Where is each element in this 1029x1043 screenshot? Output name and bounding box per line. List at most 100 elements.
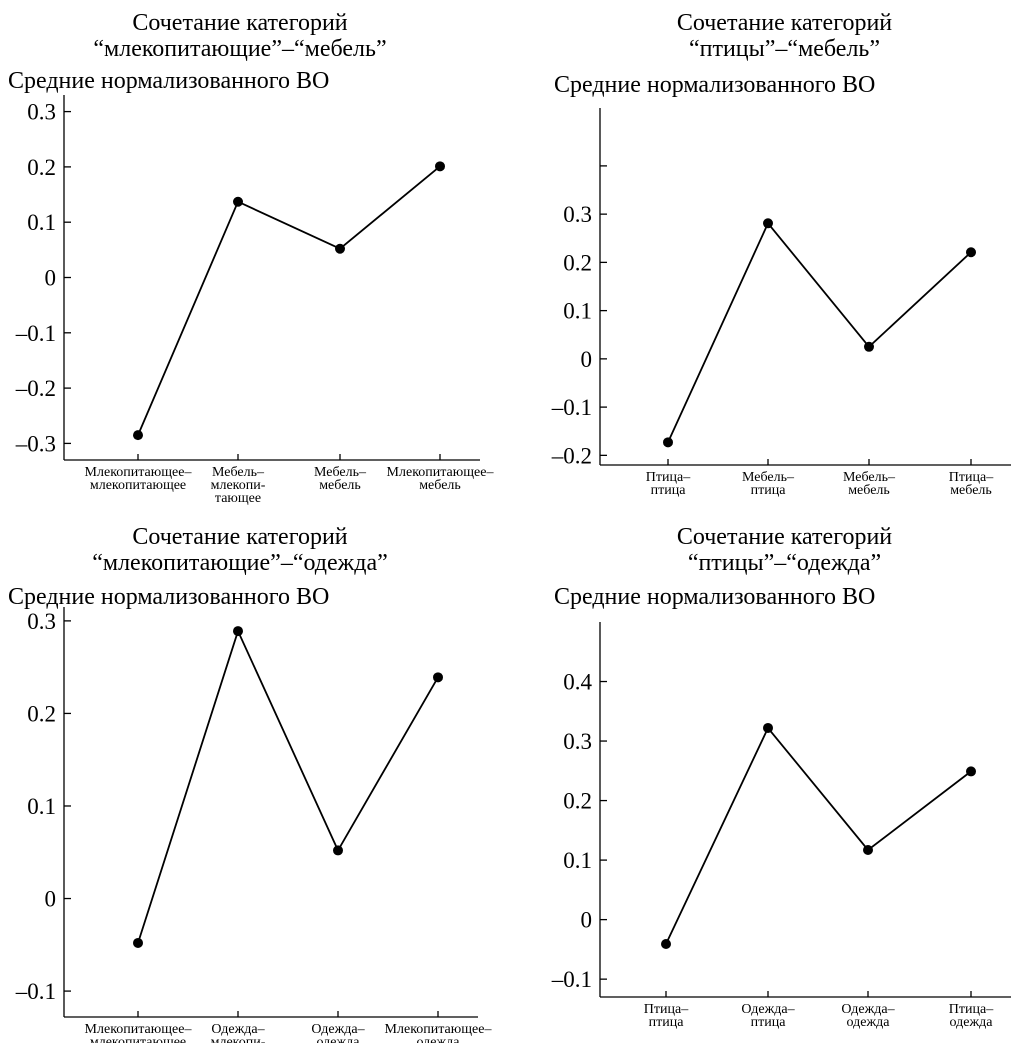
y-tick-label: –0.2 (15, 376, 56, 401)
y-tick-label: 0.2 (563, 789, 592, 814)
y-tick-label: 0.3 (27, 609, 56, 634)
x-tick-label: Млекопитающее– млекопитающее (85, 465, 193, 493)
x-tick-label-line: млекопитающее (90, 478, 186, 493)
x-tick-label: Одежда– одежда (311, 1022, 365, 1043)
y-tick-label: 0.2 (27, 701, 56, 726)
x-tick-label-line: млекопи- (211, 478, 266, 493)
x-tick-label-line: одежда (950, 1015, 994, 1030)
x-tick-label-line: Птица– (949, 1002, 994, 1017)
chart-panel-birds-furniture: Сочетание категорий “птицы”–“мебель” Сре… (540, 0, 1029, 522)
x-tick-label: Мебель– мебель (843, 470, 896, 498)
chart-title-line2: “млекопитающие”–“одежда” (92, 550, 388, 576)
chart-title-line2: “млекопитающие”–“мебель” (93, 36, 387, 62)
data-point (133, 937, 143, 948)
y-tick-label: –0.1 (15, 321, 56, 346)
y-tick-label: –0.1 (15, 979, 56, 1004)
x-tick-label-line: Мебель– (742, 470, 795, 485)
x-tick-label-line: тающее (215, 491, 261, 506)
x-tick-label: Птица– мебель (949, 470, 994, 498)
chart-title-line1: Сочетание категорий (132, 524, 348, 550)
x-tick-label-line: Птица– (646, 470, 691, 485)
data-point (333, 845, 343, 856)
chart-plot: –0.1 0 0.1 0.2 0.3 Млекопитающее– млекопитающе… (15, 607, 492, 1043)
chart-title-line1: Сочетание категорий (132, 10, 348, 36)
chart-panel-birds-clothing: Сочетание категорий “птицы”–“одежда” Сре… (540, 522, 1029, 1043)
y-tick-label: 0.4 (563, 670, 592, 695)
data-point (863, 844, 873, 855)
x-tick-label: Птица– птица (646, 470, 691, 498)
x-tick-label-line: Мебель– (314, 465, 367, 480)
y-tick-label: 0.3 (563, 729, 592, 754)
y-tick-label: 0.2 (563, 250, 592, 275)
x-tick-label-line: Мебель– (843, 470, 896, 485)
series-line (137, 165, 441, 436)
data-point (663, 437, 673, 448)
x-tick-label-line: мебель (319, 478, 361, 493)
x-tick-label-line: птица (651, 483, 687, 498)
x-tick-label: Одежда– одежда (841, 1002, 895, 1030)
y-tick-label: 0.1 (27, 794, 56, 819)
data-point (233, 626, 243, 637)
data-point (966, 247, 976, 258)
x-tick-label-line: мебель (950, 483, 992, 498)
x-tick-label-line: Одежда– (841, 1002, 895, 1017)
x-tick-label: Млекопитающее– млекопитающее (85, 1022, 193, 1043)
x-tick-label-line: Млекопитающее– (85, 1022, 193, 1037)
y-tick-label: 0.1 (563, 848, 592, 873)
data-point (433, 672, 443, 683)
series-line (667, 221, 972, 443)
x-tick-label-line: Одежда– (211, 1022, 265, 1037)
x-tick-label: Млекопитающее– мебель (387, 465, 495, 493)
data-point (763, 218, 773, 229)
y-axis-label: Средние нормализованного ВО (8, 68, 330, 94)
x-tick-label-line: Млекопитающее– (85, 465, 193, 480)
x-tick-label-line: птица (751, 483, 787, 498)
x-tick-label-line: Одежда– (741, 1002, 795, 1017)
chart-title-line1: Сочетание категорий (676, 10, 893, 36)
x-tick-label: Одежда– птица (741, 1002, 795, 1030)
chart-title-line2: “птицы”–“мебель” (688, 36, 881, 62)
x-tick-label: Одежда–млекопи-тающее (211, 1022, 266, 1043)
x-tick-label: Мебель– мебель (314, 465, 367, 493)
x-tick-label: Птица– птица (644, 1002, 689, 1030)
y-tick-label: 0.2 (27, 155, 56, 180)
x-tick-label-line: одежда (847, 1015, 891, 1030)
y-axis-label: Средние нормализованного ВО (554, 584, 876, 610)
y-tick-label: –0.1 (551, 967, 592, 992)
data-point (661, 939, 671, 950)
x-tick-label-line: птица (649, 1015, 685, 1030)
y-tick-label: 0 (45, 266, 57, 291)
y-axis-label: Средние нормализованного ВО (8, 584, 330, 610)
x-tick-label-line: Млекопитающее– (385, 1022, 493, 1037)
data-point (233, 196, 243, 207)
y-axis-label: Средние нормализованного ВО (554, 72, 876, 98)
x-tick-label-line: одежда (317, 1035, 361, 1043)
data-point (763, 722, 773, 733)
chart-title-line1: Сочетание категорий (676, 524, 893, 550)
y-tick-label: 0.1 (563, 299, 592, 324)
y-tick-label: 0 (45, 887, 57, 912)
data-point (435, 161, 445, 172)
x-tick-label-line: мебель (419, 478, 461, 493)
data-point (335, 243, 345, 254)
y-tick-label: 0.3 (27, 100, 56, 125)
data-point (864, 341, 874, 352)
y-tick-label: –0.3 (15, 431, 56, 456)
x-tick-label: Млекопитающее– одежда (385, 1022, 493, 1043)
x-tick-label-line: Мебель– (212, 465, 265, 480)
x-tick-label-line: млекопи- (211, 1035, 266, 1043)
data-point (133, 430, 143, 441)
chart-panel-mammals-furniture: Сочетание категорий “млекопитающие”–“меб… (0, 0, 494, 522)
x-tick-label: Птица– одежда (949, 1002, 994, 1030)
x-tick-label-line: Птица– (644, 1002, 689, 1017)
x-tick-label: Мебель– млекопи-тающее (211, 465, 266, 506)
x-tick-label-line: Одежда– (311, 1022, 365, 1037)
x-tick-label-line: птица (751, 1015, 787, 1030)
x-tick-label-line: одежда (417, 1035, 461, 1043)
y-tick-label: 0.3 (563, 202, 592, 227)
y-tick-label: –0.1 (551, 395, 592, 420)
chart-panel-mammals-clothing: Сочетание категорий “млекопитающие”–“оде… (0, 522, 492, 1043)
series-line (665, 726, 972, 945)
